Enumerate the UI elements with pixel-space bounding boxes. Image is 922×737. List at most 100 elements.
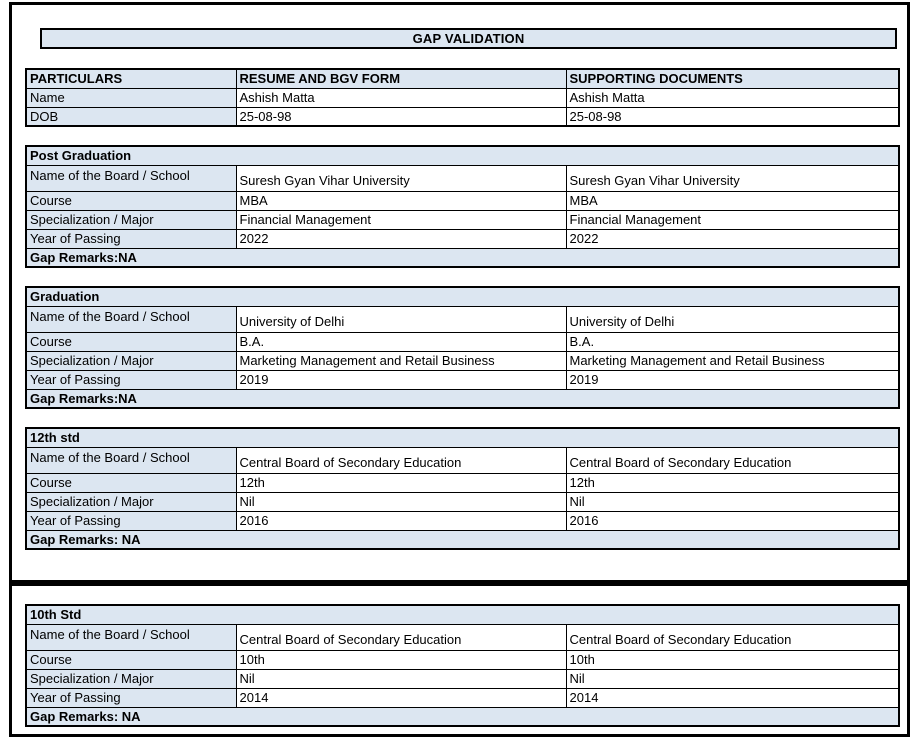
table-row: DOB 25-08-98 25-08-98 (25, 106, 900, 127)
row-label-year-of-passing: Year of Passing (25, 510, 237, 531)
cell-course-resume: MBA (235, 190, 567, 211)
gap-remarks-row: Gap Remarks: NA (25, 529, 900, 550)
cell-specialization-supporting: Nil (565, 491, 900, 512)
cell-name-resume: Ashish Matta (235, 87, 567, 108)
section-table-12th-std: 12th std Name of the Board / School Cent… (25, 427, 901, 550)
gap-remarks-row: Gap Remarks:NA (25, 388, 900, 409)
table-row: Specialization / Major Nil Nil (25, 491, 900, 512)
cell-board-supporting: Central Board of Secondary Education (565, 623, 900, 651)
table-row: Name of the Board / School Central Board… (25, 623, 900, 651)
row-label-specialization: Specialization / Major (25, 209, 237, 230)
row-label-year-of-passing: Year of Passing (25, 369, 237, 390)
cell-board-supporting: University of Delhi (565, 305, 900, 333)
cell-course-supporting: MBA (565, 190, 900, 211)
document-page-1: GAP VALIDATION PARTICULARS RESUME AND BG… (9, 2, 910, 583)
table-row: Name of the Board / School University of… (25, 305, 900, 333)
cell-board-supporting: Suresh Gyan Vihar University (565, 164, 900, 192)
cell-specialization-resume: Financial Management (235, 209, 567, 230)
table-row: Year of Passing 2016 2016 (25, 510, 900, 531)
row-label-board-school: Name of the Board / School (25, 623, 237, 651)
cell-year-supporting: 2019 (565, 369, 900, 390)
section-title: Graduation (25, 286, 900, 307)
cell-course-resume: B.A. (235, 331, 567, 352)
cell-course-supporting: 10th (565, 649, 900, 670)
cell-board-resume: Suresh Gyan Vihar University (235, 164, 567, 192)
section-title: Post Graduation (25, 145, 900, 166)
cell-course-resume: 10th (235, 649, 567, 670)
cell-year-resume: 2016 (235, 510, 567, 531)
info-table-header-row: PARTICULARS RESUME AND BGV FORM SUPPORTI… (25, 68, 900, 89)
cell-year-supporting: 2016 (565, 510, 900, 531)
cell-course-supporting: B.A. (565, 331, 900, 352)
cell-dob-supporting: 25-08-98 (565, 106, 900, 127)
section-header-row: Graduation (25, 286, 900, 307)
gap-remarks-row: Gap Remarks:NA (25, 247, 900, 268)
table-row: Course B.A. B.A. (25, 331, 900, 352)
cell-specialization-supporting: Marketing Management and Retail Business (565, 350, 900, 371)
cell-year-resume: 2019 (235, 369, 567, 390)
section-title: 12th std (25, 427, 900, 448)
section-header-row: Post Graduation (25, 145, 900, 166)
table-row: Year of Passing 2022 2022 (25, 228, 900, 249)
table-row: Name of the Board / School Suresh Gyan V… (25, 164, 900, 192)
cell-course-supporting: 12th (565, 472, 900, 493)
section-header-row: 10th Std (25, 604, 900, 625)
column-header-particulars: PARTICULARS (25, 68, 237, 89)
section-table-graduation: Graduation Name of the Board / School Un… (25, 286, 901, 409)
cell-year-supporting: 2022 (565, 228, 900, 249)
cell-board-supporting: Central Board of Secondary Education (565, 446, 900, 474)
cell-board-resume: University of Delhi (235, 305, 567, 333)
document-page-2: 10th Std Name of the Board / School Cent… (9, 583, 910, 737)
row-label-specialization: Specialization / Major (25, 668, 237, 689)
table-row: Specialization / Major Nil Nil (25, 668, 900, 689)
cell-year-resume: 2022 (235, 228, 567, 249)
cell-course-resume: 12th (235, 472, 567, 493)
cell-specialization-resume: Nil (235, 668, 567, 689)
gap-remarks: Gap Remarks: NA (25, 706, 900, 727)
info-table: PARTICULARS RESUME AND BGV FORM SUPPORTI… (25, 68, 900, 127)
cell-specialization-supporting: Financial Management (565, 209, 900, 230)
table-row: Specialization / Major Financial Managem… (25, 209, 900, 230)
table-row: Year of Passing 2014 2014 (25, 687, 900, 708)
cell-board-resume: Central Board of Secondary Education (235, 623, 567, 651)
row-label-board-school: Name of the Board / School (25, 446, 237, 474)
section-table-post-graduation: Post Graduation Name of the Board / Scho… (25, 145, 901, 268)
table-row: Year of Passing 2019 2019 (25, 369, 900, 390)
row-label-course: Course (25, 649, 237, 670)
row-label-board-school: Name of the Board / School (25, 164, 237, 192)
gap-remarks: Gap Remarks: NA (25, 529, 900, 550)
table-row: Course MBA MBA (25, 190, 900, 211)
table-row: Name of the Board / School Central Board… (25, 446, 900, 474)
cell-dob-resume: 25-08-98 (235, 106, 567, 127)
gap-remarks: Gap Remarks:NA (25, 388, 900, 409)
cell-specialization-supporting: Nil (565, 668, 900, 689)
section-table-10th-std: 10th Std Name of the Board / School Cent… (25, 604, 901, 727)
cell-year-resume: 2014 (235, 687, 567, 708)
table-row: Specialization / Major Marketing Managem… (25, 350, 900, 371)
table-row: Course 10th 10th (25, 649, 900, 670)
column-header-resume-bgv: RESUME AND BGV FORM (235, 68, 567, 89)
row-label-board-school: Name of the Board / School (25, 305, 237, 333)
cell-name-supporting: Ashish Matta (565, 87, 900, 108)
row-label-dob: DOB (25, 106, 237, 127)
cell-board-resume: Central Board of Secondary Education (235, 446, 567, 474)
row-label-specialization: Specialization / Major (25, 491, 237, 512)
row-label-name: Name (25, 87, 237, 108)
table-row: Course 12th 12th (25, 472, 900, 493)
gap-remarks: Gap Remarks:NA (25, 247, 900, 268)
cell-specialization-resume: Nil (235, 491, 567, 512)
column-header-supporting-documents: SUPPORTING DOCUMENTS (565, 68, 900, 89)
gap-remarks-row: Gap Remarks: NA (25, 706, 900, 727)
row-label-course: Course (25, 331, 237, 352)
cell-year-supporting: 2014 (565, 687, 900, 708)
row-label-year-of-passing: Year of Passing (25, 228, 237, 249)
row-label-specialization: Specialization / Major (25, 350, 237, 371)
page-title: GAP VALIDATION (40, 28, 897, 49)
row-label-year-of-passing: Year of Passing (25, 687, 237, 708)
section-title: 10th Std (25, 604, 900, 625)
table-row: Name Ashish Matta Ashish Matta (25, 87, 900, 108)
row-label-course: Course (25, 190, 237, 211)
section-header-row: 12th std (25, 427, 900, 448)
cell-specialization-resume: Marketing Management and Retail Business (235, 350, 567, 371)
